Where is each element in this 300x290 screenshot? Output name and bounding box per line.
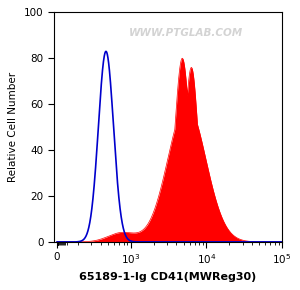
X-axis label: 65189-1-Ig CD41(MWReg30): 65189-1-Ig CD41(MWReg30) xyxy=(80,272,256,282)
Text: WWW.PTGLAB.COM: WWW.PTGLAB.COM xyxy=(129,28,243,38)
Y-axis label: Relative Cell Number: Relative Cell Number xyxy=(8,72,18,182)
